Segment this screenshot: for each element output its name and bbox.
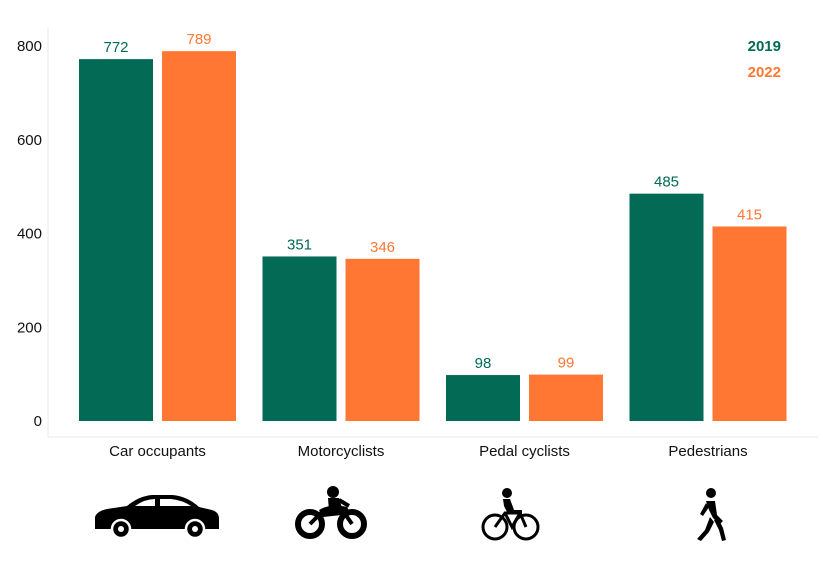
data-label: 772: [103, 39, 128, 56]
bar-2019-1: [262, 256, 337, 421]
data-labels: 772 789 351 346 98 99 485 415: [103, 31, 762, 372]
data-label: 351: [287, 236, 312, 253]
bar-2022-1: [345, 258, 420, 421]
data-label: 99: [558, 355, 575, 372]
y-tick-label: 600: [17, 132, 42, 149]
y-tick-label: 400: [17, 226, 42, 243]
category-labels: Car occupants Motorcyclists Pedal cyclists…: [109, 443, 747, 460]
car-icon: [95, 495, 219, 540]
data-label: 98: [475, 355, 492, 372]
bar-2019-0: [79, 59, 153, 421]
y-tick-label: 200: [17, 319, 42, 336]
motorcycle-icon: [295, 486, 367, 539]
legend-entry-2022: 2022: [748, 64, 781, 81]
category-label: Pedal cyclists: [479, 443, 570, 460]
data-label: 485: [654, 174, 679, 191]
bar-2019-2: [446, 375, 520, 421]
category-label: Motorcyclists: [298, 443, 385, 460]
y-tick-label: 800: [17, 38, 42, 55]
bar-2022-3: [712, 226, 787, 421]
bicycle-icon: [481, 488, 540, 541]
data-label: 415: [737, 206, 762, 223]
bar-2022-0: [162, 51, 236, 421]
legend: 2019 2022: [748, 38, 781, 81]
pedestrian-icon: [697, 488, 726, 541]
y-tick-label: 0: [34, 413, 42, 430]
bar-2022-2: [529, 374, 603, 421]
y-ticks: 0 200 400 600 800: [17, 38, 42, 430]
legend-entry-2019: 2019: [748, 38, 781, 55]
bar-2019-3: [629, 193, 704, 421]
category-label: Pedestrians: [668, 443, 747, 460]
bars: [79, 51, 787, 421]
category-icons: [95, 486, 726, 541]
axes: [47, 28, 818, 438]
data-label: 346: [370, 239, 395, 256]
data-label: 789: [186, 31, 211, 48]
category-label: Car occupants: [109, 443, 206, 460]
